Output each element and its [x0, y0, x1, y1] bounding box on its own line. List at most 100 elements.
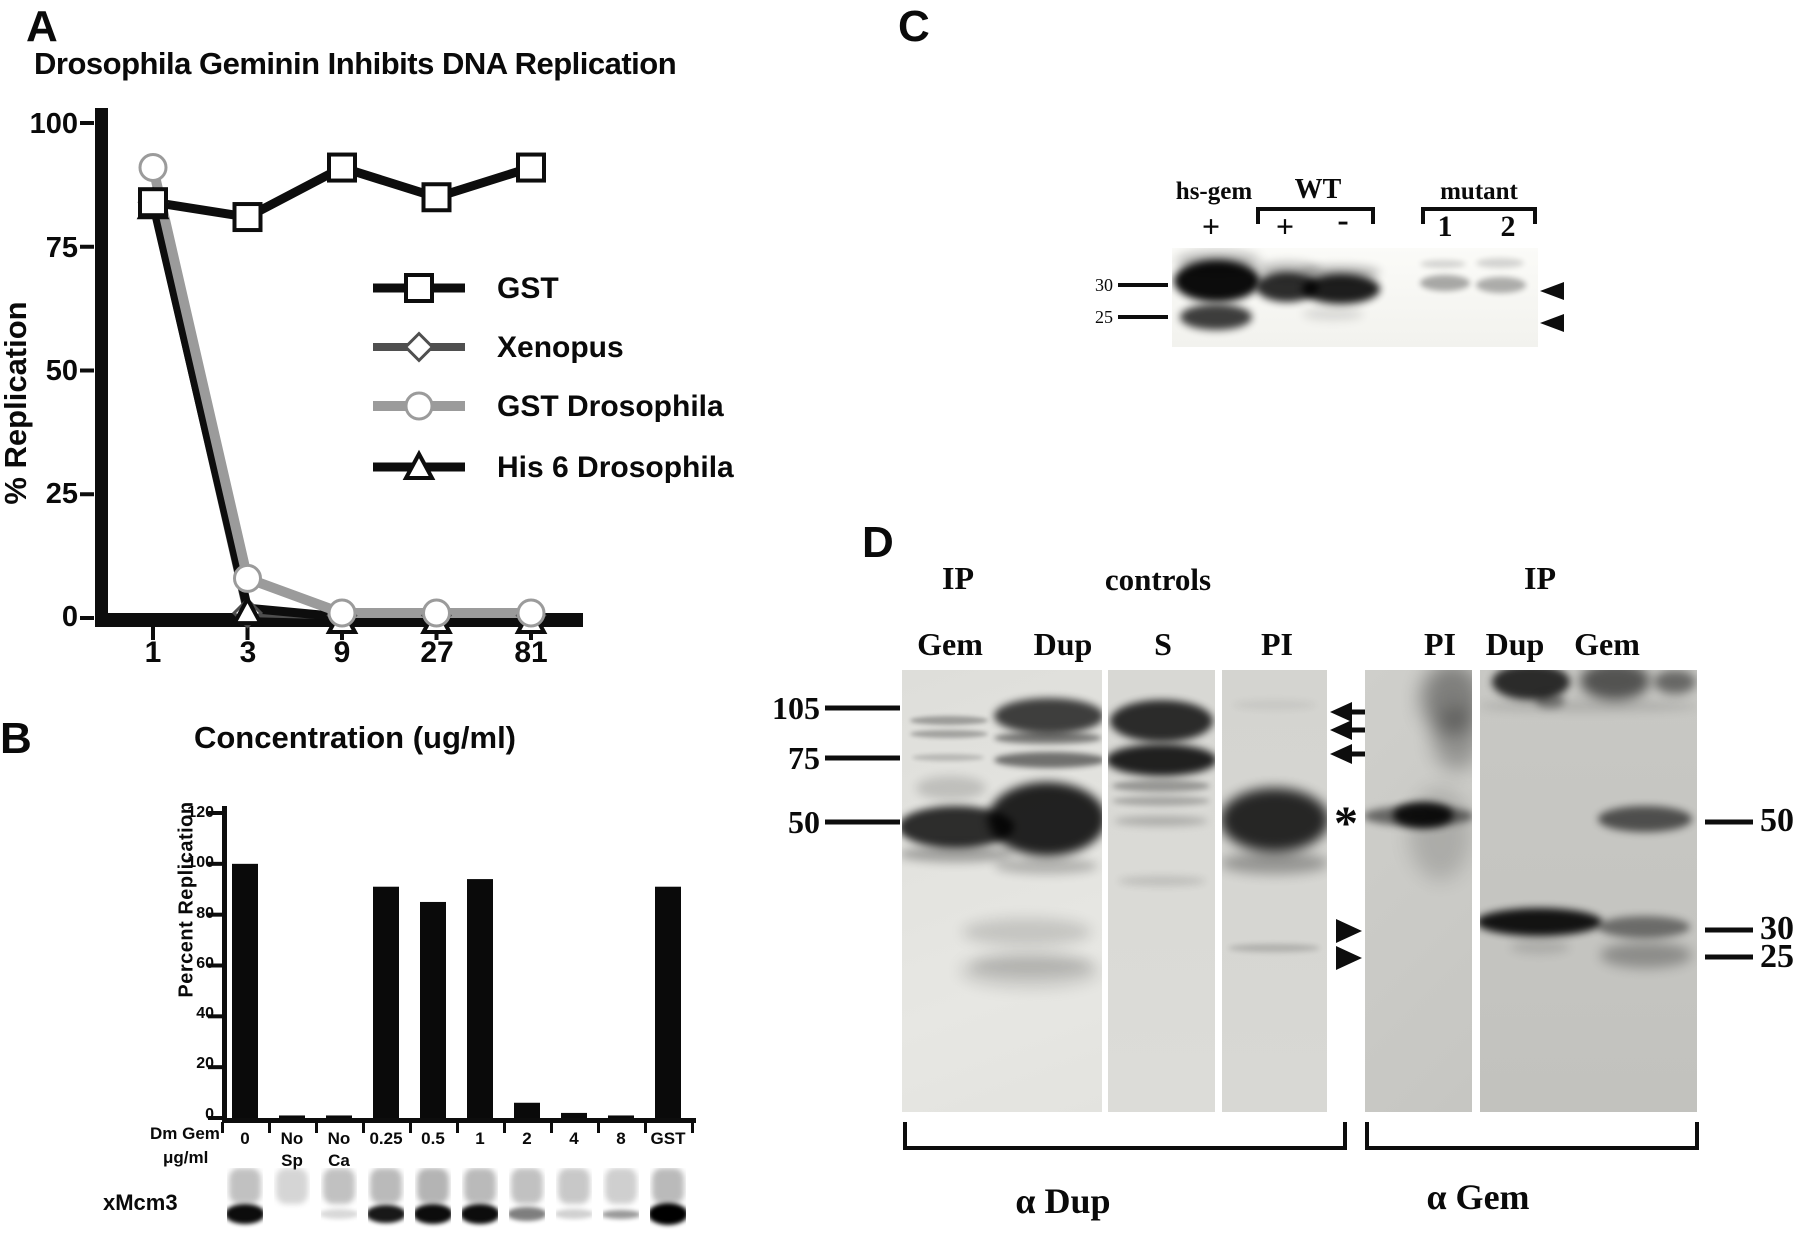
blot-band — [1228, 944, 1320, 952]
blot-band — [1180, 304, 1252, 330]
blot-band — [988, 782, 1102, 856]
panel-a-xtick-27: 27 — [420, 636, 454, 669]
blot-band — [1480, 908, 1602, 936]
panel-d-lane-dup-right: Dup — [1485, 626, 1545, 662]
panel-b-row-label-2: μg/ml — [163, 1148, 209, 1167]
blot-band — [415, 1204, 451, 1224]
panel-c-lane-mutant-2: 2 — [1500, 210, 1516, 243]
panel-b-ytick-60: 60 — [196, 955, 214, 972]
panel-d-marker-105: 105 — [772, 690, 820, 726]
xmcm3-lane — [227, 1168, 263, 1232]
panel-c-group-mutant: mutant — [1440, 178, 1518, 205]
blot-band — [1174, 260, 1260, 302]
panel-d-header-ip-left: IP — [942, 560, 974, 596]
panel-d-lane-s: S — [1154, 626, 1172, 662]
xmcm3-lane — [556, 1168, 592, 1232]
xmcm3-lane — [462, 1168, 498, 1232]
blot-band — [1232, 700, 1317, 710]
blot-band — [1535, 694, 1565, 708]
blot-band — [910, 730, 988, 738]
xmcm3-lane — [603, 1168, 639, 1232]
blot-band — [276, 1168, 308, 1204]
blot-band — [972, 956, 1092, 974]
blot-band — [1600, 942, 1692, 968]
panel-d-blot-pi-right — [1365, 670, 1472, 1112]
legend-label-xenopus: Xenopus — [497, 331, 624, 364]
blot-band — [994, 732, 1102, 744]
xmcm3-lane — [509, 1168, 545, 1232]
blot-band — [462, 1204, 498, 1224]
blot-band — [1476, 277, 1526, 293]
panel-d-marker-right-25: 25 — [1760, 938, 1794, 975]
panel-d-lane-gem-right: Gem — [1574, 626, 1640, 662]
blot-band — [1112, 780, 1210, 792]
blot-band — [994, 858, 1098, 874]
panel-a-letter: A — [26, 2, 58, 51]
panel-a-xtick-81: 81 — [514, 636, 548, 669]
blot-band — [1510, 940, 1570, 954]
xmcm3-lane — [368, 1168, 404, 1232]
panel-b-category-6: 2 — [522, 1129, 532, 1148]
blot-band — [603, 1209, 639, 1219]
legend-label-gst: GST — [497, 272, 559, 305]
panel-c-blot-image — [1172, 248, 1538, 347]
panel-a-ytick-50: 50 — [45, 355, 78, 387]
panel-d-marker-75: 75 — [788, 740, 820, 776]
blot-band — [417, 1168, 449, 1204]
panel-a-title: Drosophila Geminin Inhibits DNA Replicat… — [34, 46, 677, 81]
blot-band — [1598, 806, 1692, 832]
blot-band — [1480, 700, 1697, 712]
panel-c-marker-25: 25 — [1095, 307, 1113, 327]
panel-b-row-label-1: Dm Gem — [150, 1124, 220, 1143]
blot-band — [464, 1168, 496, 1204]
panel-c-group-wt: WT — [1294, 174, 1342, 205]
blot-band — [1393, 802, 1453, 828]
panel-c-lane-mutant-1: 1 — [1437, 210, 1453, 243]
blot-band — [1420, 275, 1470, 291]
panel-c-marker-30: 30 — [1095, 275, 1113, 295]
panel-b-category-1: No Sp — [280, 1129, 304, 1170]
blot-band — [1222, 788, 1327, 852]
legend-label-his6-drosophila: His 6 Drosophila — [497, 451, 734, 484]
blot-band — [912, 754, 984, 761]
blot-band — [1112, 796, 1210, 806]
blot-band — [1654, 670, 1696, 694]
panel-c-lane-wt-plus: + — [1275, 208, 1295, 244]
panel-b-category-2: No Ca — [327, 1129, 351, 1170]
blot-band — [1108, 744, 1215, 776]
panel-d-letter: D — [862, 518, 894, 567]
panel-d-lane-pi-right: PI — [1424, 626, 1456, 662]
panel-b-letter: B — [0, 714, 32, 763]
blot-band — [509, 1207, 545, 1221]
panel-d-blot-dup-gem — [1480, 670, 1697, 1112]
panel-a-xtick-1: 1 — [144, 636, 162, 669]
blot-band — [558, 1168, 590, 1204]
panel-b-ytick-80: 80 — [196, 905, 214, 922]
blot-band — [1598, 916, 1690, 938]
blot-band — [1114, 816, 1208, 826]
panel-a-xlabel: Concentration (ug/ml) — [193, 720, 517, 755]
blot-band — [960, 954, 1100, 988]
blot-band — [1492, 670, 1570, 700]
panel-c-letter: C — [898, 2, 930, 51]
blot-band — [1433, 708, 1472, 770]
panel-b-category-7: 4 — [569, 1129, 579, 1148]
panel-c-lane-wt-minus: - — [1337, 202, 1349, 239]
blot-band — [368, 1205, 404, 1223]
xmcm3-lane — [415, 1168, 451, 1232]
blot-band — [511, 1168, 543, 1204]
asterisk-annotation: * — [1334, 797, 1358, 850]
panel-a-ytick-100: 100 — [29, 108, 78, 140]
panel-b-category-3: 0.25 — [369, 1129, 403, 1148]
xmcm3-lane — [650, 1168, 686, 1232]
blot-band — [910, 716, 988, 725]
blot-band — [1110, 700, 1213, 742]
panel-d-blot-s — [1108, 670, 1215, 1112]
panel-c-lane-hsgem-plus: + — [1201, 208, 1221, 244]
panel-b-ytick-40: 40 — [196, 1005, 214, 1022]
blot-band — [605, 1168, 637, 1204]
blot-band — [650, 1203, 686, 1225]
panel-b-category-5: 1 — [475, 1129, 485, 1148]
